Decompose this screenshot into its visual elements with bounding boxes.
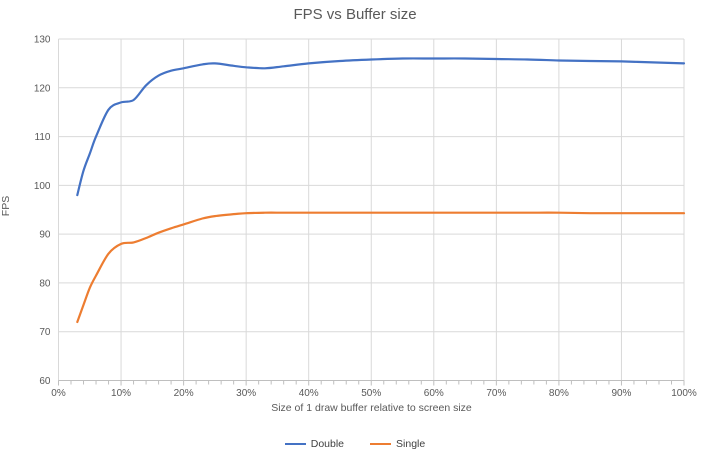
y-tick-label: 110 <box>35 132 51 143</box>
y-tick-label: 70 <box>39 327 51 338</box>
y-tick-label: 60 <box>39 376 51 387</box>
gridlines <box>58 38 685 381</box>
legend-label-double: Double <box>310 438 345 450</box>
series-line-single[interactable] <box>76 211 686 324</box>
legend: Double Single <box>0 438 710 450</box>
x-tick-label: 90% <box>611 388 631 399</box>
y-axis-title: FPS <box>0 195 12 217</box>
x-tick-label: 20% <box>174 388 194 399</box>
x-tick-label: 70% <box>486 388 506 399</box>
legend-item-single[interactable]: Single <box>370 438 425 450</box>
x-tick-labels: 0% 10% 20% 30% 40% 50% 60% 70% 80% 90% 100% <box>51 388 697 399</box>
y-tick-label: 120 <box>34 83 51 94</box>
y-tick-label: 90 <box>39 230 51 241</box>
legend-label-single: Single <box>396 438 426 450</box>
x-tick-label: 80% <box>549 388 569 399</box>
x-tick-label: 50% <box>361 388 381 399</box>
x-tick-label: 0% <box>51 388 66 399</box>
y-tick-label: 130 <box>34 35 51 46</box>
legend-item-double[interactable]: Double <box>284 438 345 450</box>
y-tick-label: 100 <box>34 181 51 192</box>
x-tick-label: 60% <box>424 388 444 399</box>
x-tick-label: 30% <box>236 388 256 399</box>
y-tick-labels: 60 70 80 90 100 110 120 130 <box>34 35 51 388</box>
x-tick-label: 100% <box>671 388 697 399</box>
y-tick-label: 80 <box>39 278 51 289</box>
legend-swatch-single <box>370 443 392 445</box>
legend-swatch-double <box>284 443 306 445</box>
x-tick-label: 10% <box>111 388 131 399</box>
series-line-double[interactable] <box>76 57 686 197</box>
x-tick-label: 40% <box>299 388 319 399</box>
chart-title: FPS vs Buffer size <box>293 6 417 23</box>
x-axis-title: Size of 1 draw buffer relative to screen… <box>271 402 472 414</box>
x-axis <box>58 380 685 386</box>
